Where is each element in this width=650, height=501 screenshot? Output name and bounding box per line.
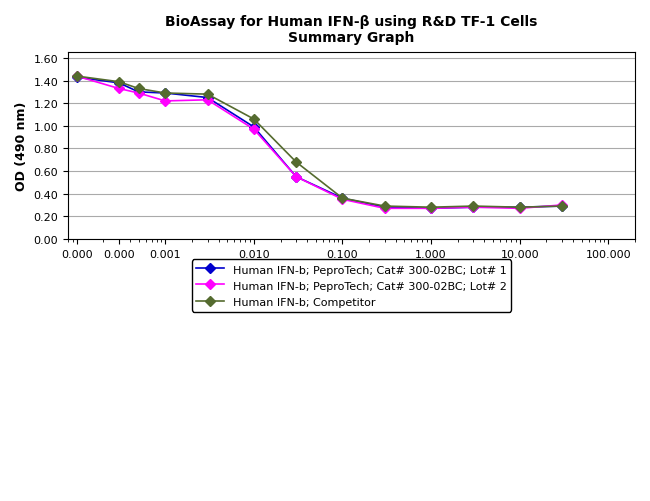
- Y-axis label: OD (490 nm): OD (490 nm): [15, 102, 28, 191]
- Line: Human IFN-b; PeproTech; Cat# 300-02BC; Lot# 1: Human IFN-b; PeproTech; Cat# 300-02BC; L…: [73, 75, 566, 212]
- Human IFN-b; PeproTech; Cat# 300-02BC; Lot# 1: [516, 205, 524, 211]
- Human IFN-b; PeproTech; Cat# 300-02BC; Lot# 2: [427, 206, 435, 212]
- Human IFN-b; Competitor: [469, 203, 477, 209]
- Human IFN-b; PeproTech; Cat# 300-02BC; Lot# 1: [115, 81, 123, 87]
- Human IFN-b; PeproTech; Cat# 300-02BC; Lot# 1: [161, 91, 169, 97]
- Human IFN-b; Competitor: [292, 160, 300, 166]
- Human IFN-b; Competitor: [250, 117, 258, 123]
- Human IFN-b; PeproTech; Cat# 300-02BC; Lot# 1: [135, 90, 142, 96]
- Human IFN-b; PeproTech; Cat# 300-02BC; Lot# 2: [292, 174, 300, 180]
- Human IFN-b; PeproTech; Cat# 300-02BC; Lot# 2: [381, 206, 389, 212]
- Line: Human IFN-b; PeproTech; Cat# 300-02BC; Lot# 2: Human IFN-b; PeproTech; Cat# 300-02BC; L…: [73, 74, 566, 212]
- Human IFN-b; Competitor: [427, 205, 435, 211]
- Human IFN-b; PeproTech; Cat# 300-02BC; Lot# 2: [469, 205, 477, 211]
- Legend: Human IFN-b; PeproTech; Cat# 300-02BC; Lot# 1, Human IFN-b; PeproTech; Cat# 300-: Human IFN-b; PeproTech; Cat# 300-02BC; L…: [192, 260, 512, 312]
- Human IFN-b; Competitor: [558, 203, 566, 209]
- Human IFN-b; PeproTech; Cat# 300-02BC; Lot# 1: [292, 174, 300, 180]
- Human IFN-b; PeproTech; Cat# 300-02BC; Lot# 1: [469, 205, 477, 211]
- Human IFN-b; PeproTech; Cat# 300-02BC; Lot# 2: [558, 202, 566, 208]
- Human IFN-b; Competitor: [203, 92, 211, 98]
- Human IFN-b; Competitor: [161, 91, 169, 97]
- Human IFN-b; PeproTech; Cat# 300-02BC; Lot# 1: [203, 95, 211, 101]
- Line: Human IFN-b; Competitor: Human IFN-b; Competitor: [73, 74, 566, 211]
- Title: BioAssay for Human IFN-β using R&D TF-1 Cells
Summary Graph: BioAssay for Human IFN-β using R&D TF-1 …: [165, 15, 538, 45]
- Human IFN-b; PeproTech; Cat# 300-02BC; Lot# 2: [339, 197, 346, 203]
- Human IFN-b; Competitor: [516, 205, 524, 211]
- Human IFN-b; Competitor: [339, 196, 346, 202]
- Human IFN-b; PeproTech; Cat# 300-02BC; Lot# 2: [161, 99, 169, 105]
- X-axis label: Human IFN-b (ng/ml) [log scale]: Human IFN-b (ng/ml) [log scale]: [239, 265, 464, 278]
- Human IFN-b; Competitor: [115, 80, 123, 86]
- Human IFN-b; PeproTech; Cat# 300-02BC; Lot# 2: [516, 206, 524, 212]
- Human IFN-b; Competitor: [381, 203, 389, 209]
- Human IFN-b; PeproTech; Cat# 300-02BC; Lot# 1: [250, 125, 258, 131]
- Human IFN-b; PeproTech; Cat# 300-02BC; Lot# 1: [558, 203, 566, 209]
- Human IFN-b; PeproTech; Cat# 300-02BC; Lot# 1: [381, 205, 389, 211]
- Human IFN-b; PeproTech; Cat# 300-02BC; Lot# 2: [115, 86, 123, 92]
- Human IFN-b; PeproTech; Cat# 300-02BC; Lot# 2: [203, 98, 211, 104]
- Human IFN-b; PeproTech; Cat# 300-02BC; Lot# 1: [73, 75, 81, 81]
- Human IFN-b; Competitor: [73, 74, 81, 80]
- Human IFN-b; PeproTech; Cat# 300-02BC; Lot# 2: [135, 91, 142, 97]
- Human IFN-b; Competitor: [135, 86, 142, 92]
- Human IFN-b; PeproTech; Cat# 300-02BC; Lot# 1: [427, 206, 435, 212]
- Human IFN-b; PeproTech; Cat# 300-02BC; Lot# 2: [250, 127, 258, 133]
- Human IFN-b; PeproTech; Cat# 300-02BC; Lot# 2: [73, 74, 81, 80]
- Human IFN-b; PeproTech; Cat# 300-02BC; Lot# 1: [339, 196, 346, 202]
